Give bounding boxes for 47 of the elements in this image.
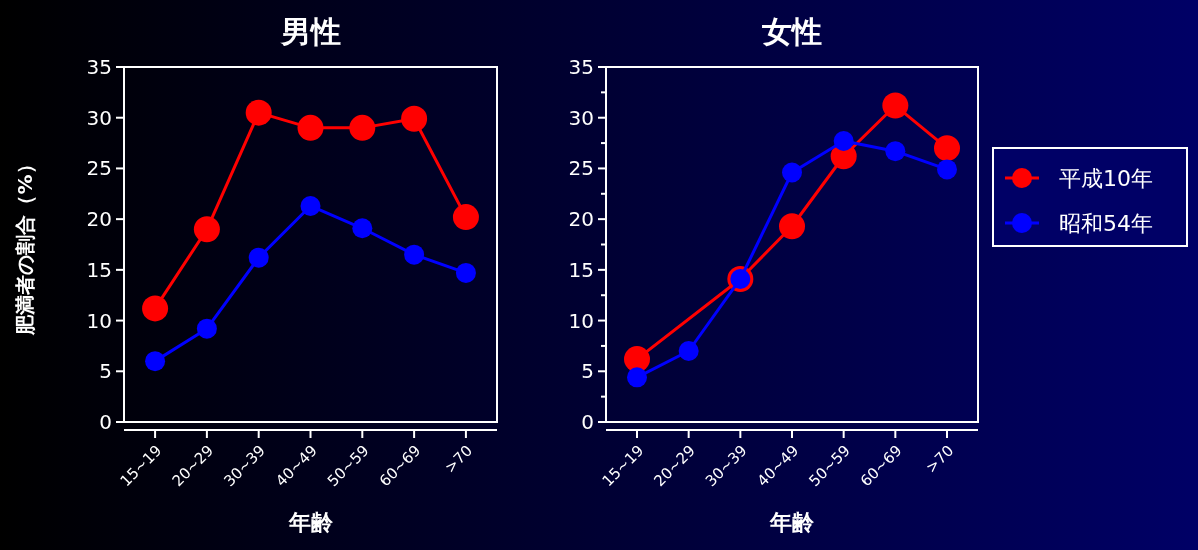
point: [349, 114, 376, 141]
point: [627, 367, 647, 388]
point: [882, 92, 909, 119]
point: [352, 218, 373, 239]
point: [885, 141, 906, 162]
y-tick-label: 5: [99, 359, 112, 384]
x-axis-title: 年齢: [769, 510, 815, 535]
y-tick-label: 15: [568, 257, 594, 282]
point: [452, 204, 479, 231]
y-tick-label: 30: [568, 105, 594, 130]
chart-title: 男性: [279, 14, 341, 49]
point: [401, 105, 428, 132]
x-axis-title: 年齢: [287, 510, 334, 535]
y-tick-label: 20: [568, 207, 594, 232]
legend-label: 平成10年: [1059, 165, 1153, 191]
point: [624, 346, 650, 373]
point: [404, 244, 425, 265]
y-tick-label: 5: [581, 359, 594, 384]
legend-label: 昭和54年: [1059, 210, 1153, 236]
y-tick-label: 25: [568, 156, 594, 181]
point: [455, 262, 476, 283]
point: [833, 131, 854, 152]
point: [297, 114, 324, 141]
y-tick-label: 30: [86, 105, 112, 130]
point: [934, 135, 960, 162]
y-tick-label: 15: [86, 257, 112, 282]
y-tick-label: 0: [581, 410, 594, 434]
point: [142, 295, 169, 322]
point: [678, 341, 699, 361]
y-tick-label: 35: [568, 55, 594, 79]
point: [248, 247, 269, 268]
point: [145, 351, 166, 372]
y-tick-label: 10: [568, 308, 594, 333]
point: [782, 162, 802, 183]
y-tick-label: 0: [99, 410, 112, 434]
point: [196, 318, 217, 339]
y-tick-label: 35: [86, 55, 112, 79]
y-tick-label: 10: [86, 308, 112, 333]
chart-title: 女性: [761, 14, 822, 49]
point: [245, 99, 272, 126]
y-axis-title: 肥満者の割合（%）: [13, 154, 37, 336]
point: [300, 195, 321, 216]
point: [779, 213, 805, 240]
point: [193, 216, 220, 243]
y-tick-label: 25: [86, 156, 112, 181]
point: [937, 159, 957, 180]
y-tick-label: 20: [86, 207, 112, 232]
